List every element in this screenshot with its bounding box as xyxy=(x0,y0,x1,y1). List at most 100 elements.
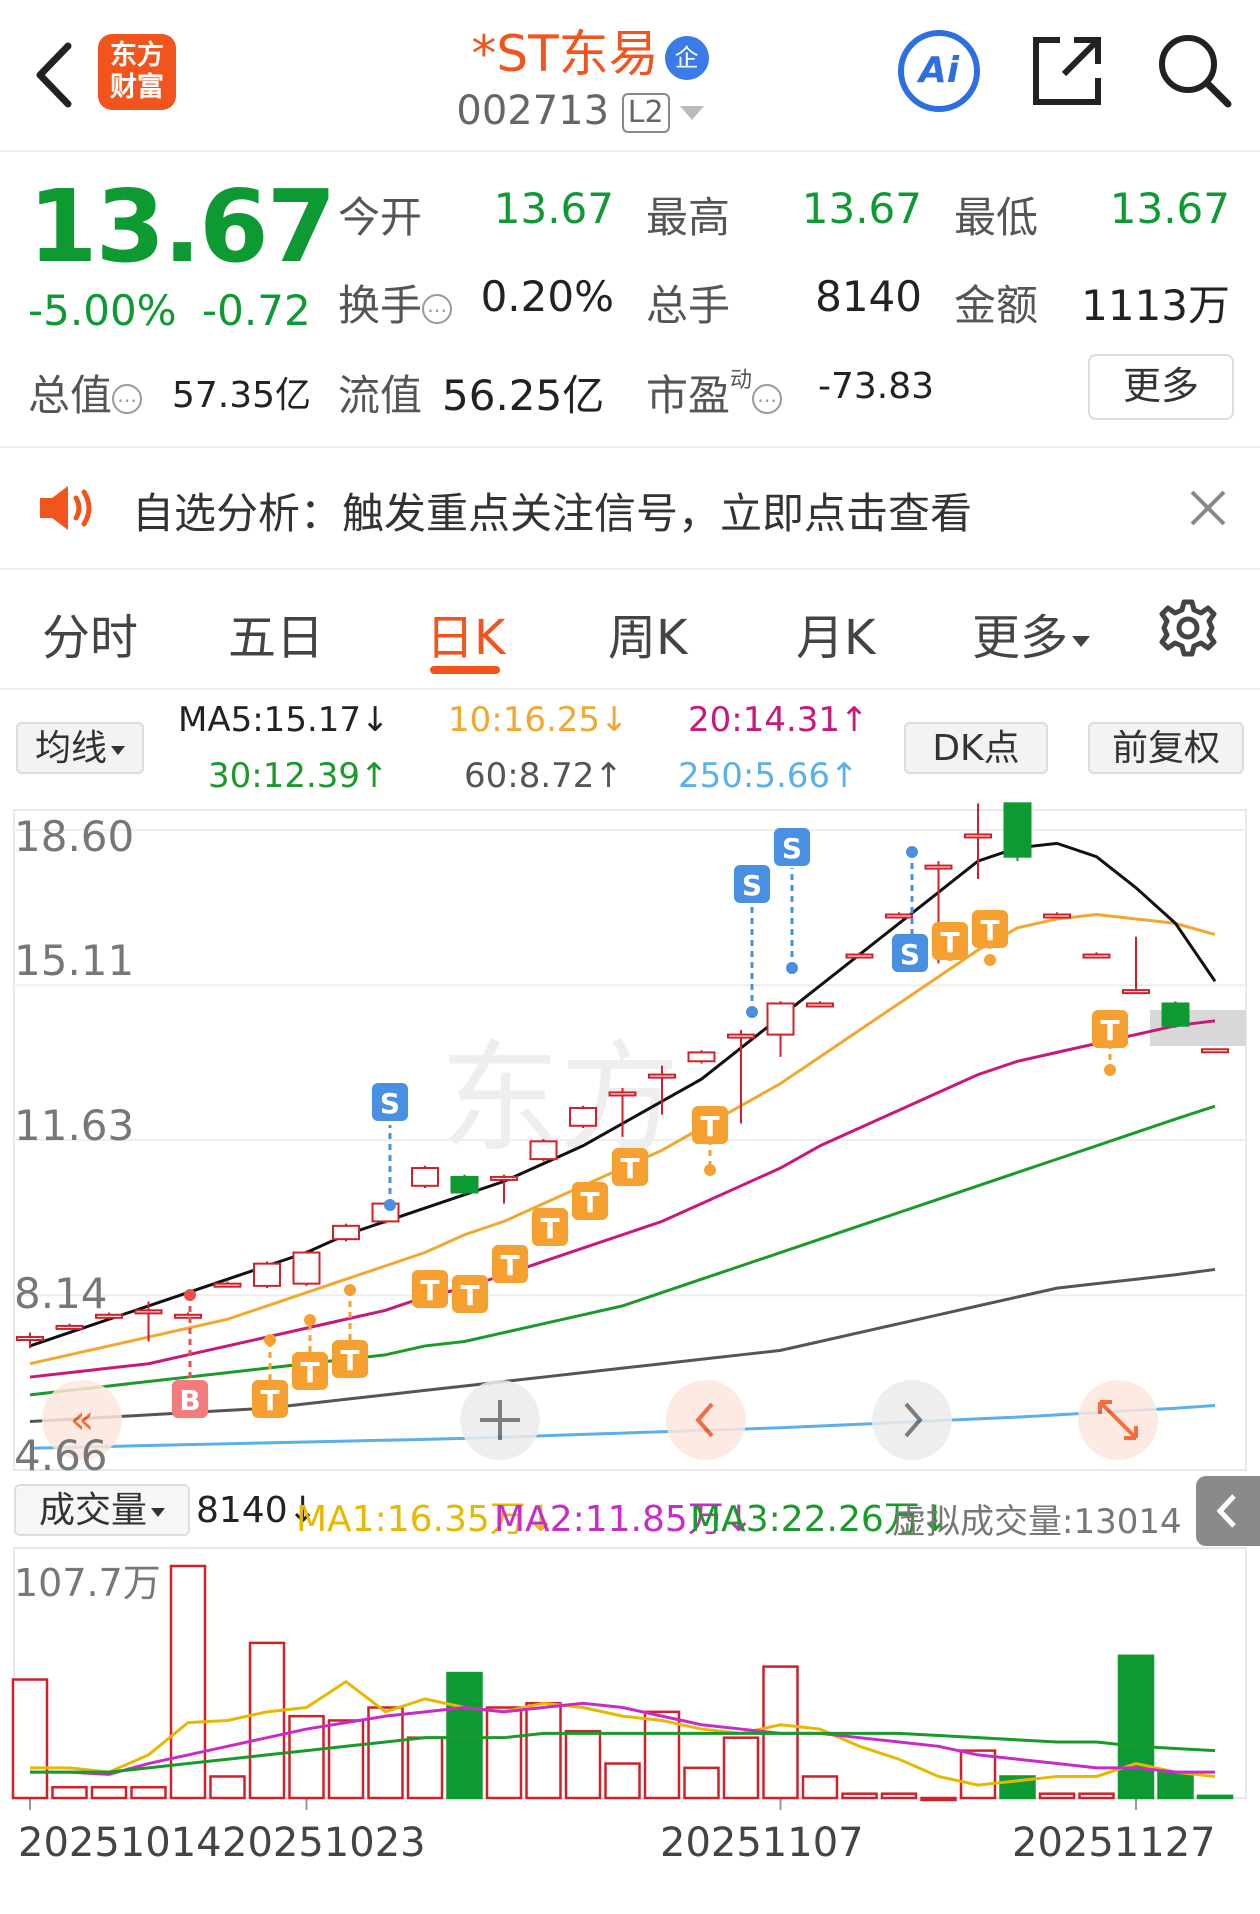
t-signal-marker[interactable]: T xyxy=(572,1182,608,1220)
volume-chart[interactable]: 107.7万 xyxy=(0,1546,1260,1816)
low-value: 13.67 xyxy=(1109,184,1230,233)
t-signal-marker[interactable]: T xyxy=(252,1334,288,1418)
dk-point-selector[interactable]: DK点 xyxy=(904,722,1048,774)
volume-bar xyxy=(1078,1792,1115,1800)
scroll-far-left-button[interactable] xyxy=(42,1380,122,1460)
ma60-line xyxy=(29,1267,1216,1424)
volume-bar xyxy=(1038,1792,1076,1800)
t-signal-marker[interactable]: T xyxy=(532,1208,568,1246)
t-signal-marker[interactable]: T xyxy=(932,922,968,961)
buy-signal-marker[interactable]: B xyxy=(172,1289,208,1418)
info-icon[interactable]: ⋯ xyxy=(112,383,143,414)
t-signal-marker[interactable]: T xyxy=(612,1148,648,1186)
dropdown-arrow-icon xyxy=(1072,635,1091,647)
vol-ma2-line xyxy=(30,1701,1215,1776)
back-icon[interactable] xyxy=(30,40,80,110)
low-label: 最低 xyxy=(954,193,1039,242)
t-signal-marker[interactable]: T xyxy=(972,910,1008,966)
sell-signal-marker[interactable]: S xyxy=(734,865,770,1018)
price-adjust-selector[interactable]: 前复权 xyxy=(1088,722,1244,774)
virtual-volume: 虚拟成交量:13014 xyxy=(892,1502,1182,1542)
t-signal-marker[interactable]: T xyxy=(1092,1010,1128,1076)
t-signal-marker[interactable]: T xyxy=(492,1245,528,1283)
notice-text[interactable]: 自选分析：触发重点关注信号，立即点击查看 xyxy=(132,489,973,538)
volume-value: 8140 xyxy=(815,272,922,321)
t-signal-marker[interactable]: T xyxy=(292,1314,328,1390)
indicator-selector[interactable]: 均线 xyxy=(16,722,144,774)
sell-signal-marker[interactable]: S xyxy=(892,846,928,972)
volume-ma3: MA3:22.26万↓ xyxy=(690,1499,950,1540)
scroll-right-button[interactable] xyxy=(872,1380,952,1460)
svg-text:T: T xyxy=(460,1279,479,1312)
volume-bar xyxy=(643,1710,681,1800)
active-tab-indicator xyxy=(430,666,500,674)
sell-signal-marker[interactable]: S xyxy=(372,1083,408,1211)
candle-body xyxy=(253,1262,281,1287)
info-icon[interactable]: ⋯ xyxy=(422,293,453,324)
amount-label: 金额 xyxy=(954,281,1039,330)
candle-body xyxy=(608,1091,637,1097)
ma60-value: 60:8.72↑ xyxy=(464,756,623,796)
open-label: 今开 xyxy=(338,193,423,242)
t-signal-marker[interactable]: T xyxy=(452,1275,488,1313)
tab-weekly-k[interactable]: 周K xyxy=(608,610,688,666)
close-icon[interactable] xyxy=(1188,488,1228,528)
share-icon[interactable] xyxy=(1030,34,1104,108)
scroll-left-button[interactable] xyxy=(666,1380,746,1460)
sell-signal-marker[interactable]: S xyxy=(774,828,810,974)
app-logo: 东方 财富 xyxy=(98,34,176,110)
candle-body xyxy=(687,1051,716,1063)
tab-daily-k[interactable]: 日K xyxy=(426,610,506,666)
candle-body xyxy=(1043,913,1071,919)
svg-text:T: T xyxy=(620,1152,639,1185)
turnover-value: 0.20% xyxy=(480,272,614,321)
search-icon[interactable] xyxy=(1154,30,1234,110)
svg-text:T: T xyxy=(500,1249,519,1282)
svg-text:T: T xyxy=(580,1186,599,1219)
notice-bar[interactable]: 自选分析：触发重点关注信号，立即点击查看 xyxy=(0,446,1260,570)
date-label: 20251023 xyxy=(222,1820,426,1866)
volume-indicator-selector[interactable]: 成交量 xyxy=(14,1484,190,1536)
t-signal-marker[interactable]: T xyxy=(692,1106,728,1176)
tab-five-day[interactable]: 五日 xyxy=(228,610,325,666)
svg-text:S: S xyxy=(900,938,920,971)
ai-assistant-button[interactable]: Ai xyxy=(898,30,980,112)
t-signal-marker[interactable]: T xyxy=(332,1284,368,1378)
volume-label: 总手 xyxy=(646,281,731,330)
info-icon[interactable]: ⋯ xyxy=(752,383,783,414)
volume-bar xyxy=(446,1671,483,1800)
svg-text:S: S xyxy=(742,869,762,902)
tab-monthly-k[interactable]: 月K xyxy=(796,610,876,666)
candle-body xyxy=(16,1336,44,1342)
tab-more[interactable]: 更多 xyxy=(972,598,1091,668)
volume-bar xyxy=(920,1796,957,1802)
price-axis-label: 15.11 xyxy=(14,936,134,985)
collapse-panel-button[interactable] xyxy=(1196,1476,1260,1546)
change-percent: -5.00% xyxy=(28,286,177,335)
market-cap-label: 总值 ⋯ xyxy=(28,362,143,423)
volume-bar xyxy=(406,1736,444,1800)
price-axis-label: 8.14 xyxy=(14,1269,108,1318)
candle-body xyxy=(766,1002,795,1036)
more-quote-button[interactable]: 更多 xyxy=(1088,354,1234,420)
date-label: 20251127 xyxy=(1012,1820,1216,1866)
double-chevron-left-icon: « xyxy=(70,1397,94,1443)
enterprise-badge: 企 xyxy=(664,35,709,80)
svg-text:T: T xyxy=(540,1212,559,1245)
open-value: 13.67 xyxy=(493,184,614,233)
volume-bar xyxy=(959,1749,997,1800)
volume-bar xyxy=(604,1762,641,1800)
svg-text:S: S xyxy=(380,1087,400,1120)
chevron-left-icon xyxy=(1216,1494,1236,1528)
stock-code[interactable]: 002713 L2 xyxy=(400,88,760,134)
settings-gear-icon[interactable] xyxy=(1158,598,1218,658)
t-signal-marker[interactable]: T xyxy=(412,1270,448,1308)
svg-text:S: S xyxy=(782,832,802,865)
tab-intraday[interactable]: 分时 xyxy=(42,610,139,666)
candle-body xyxy=(1201,1048,1229,1054)
svg-text:T: T xyxy=(300,1356,319,1389)
volume-bar xyxy=(722,1736,760,1800)
volume-bar xyxy=(1117,1654,1155,1800)
ma250-line xyxy=(29,1404,1216,1450)
